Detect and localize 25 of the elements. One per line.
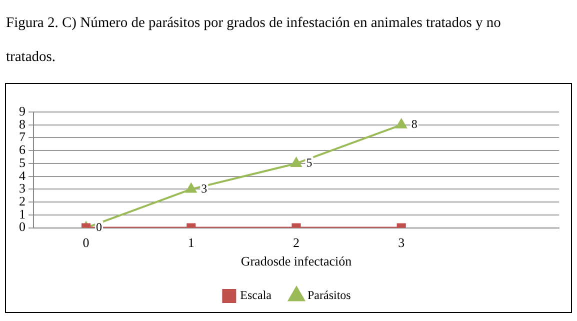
data-label: 8 — [411, 117, 418, 132]
y-tick-label: 0 — [19, 219, 26, 234]
chart-title: Figura 2. C) Número de parásitos por grados de infestación en animales tratados y no tratados. — [6, 15, 501, 65]
y-tick-label: 7 — [19, 129, 26, 144]
data-label: 0 — [96, 220, 102, 234]
point — [396, 118, 407, 128]
x-tick-label: 0 — [82, 235, 90, 250]
x-tick-label: 1 — [188, 235, 194, 250]
y-tick-label: 6 — [19, 142, 26, 158]
legend-label: Escala — [240, 288, 272, 302]
legend-label: Parásitos — [307, 288, 352, 302]
y-tick-label: 4 — [19, 168, 26, 183]
y-tick-label: 1 — [19, 206, 26, 222]
x-axis-title: Gradosde infectación — [240, 254, 352, 269]
point — [186, 183, 196, 193]
x-tick-label: 2 — [293, 235, 300, 250]
y-tick-label: 2 — [19, 193, 26, 208]
y-tick-label: 5 — [19, 154, 26, 170]
x-tick-label: 3 — [398, 235, 405, 250]
data-label: 3 — [201, 181, 208, 196]
data-label: 5 — [306, 156, 312, 170]
point — [290, 157, 302, 167]
y-tick-label: 9 — [19, 103, 26, 118]
y-tick-label: 8 — [19, 116, 26, 132]
y-tick-label: 3 — [19, 180, 26, 196]
